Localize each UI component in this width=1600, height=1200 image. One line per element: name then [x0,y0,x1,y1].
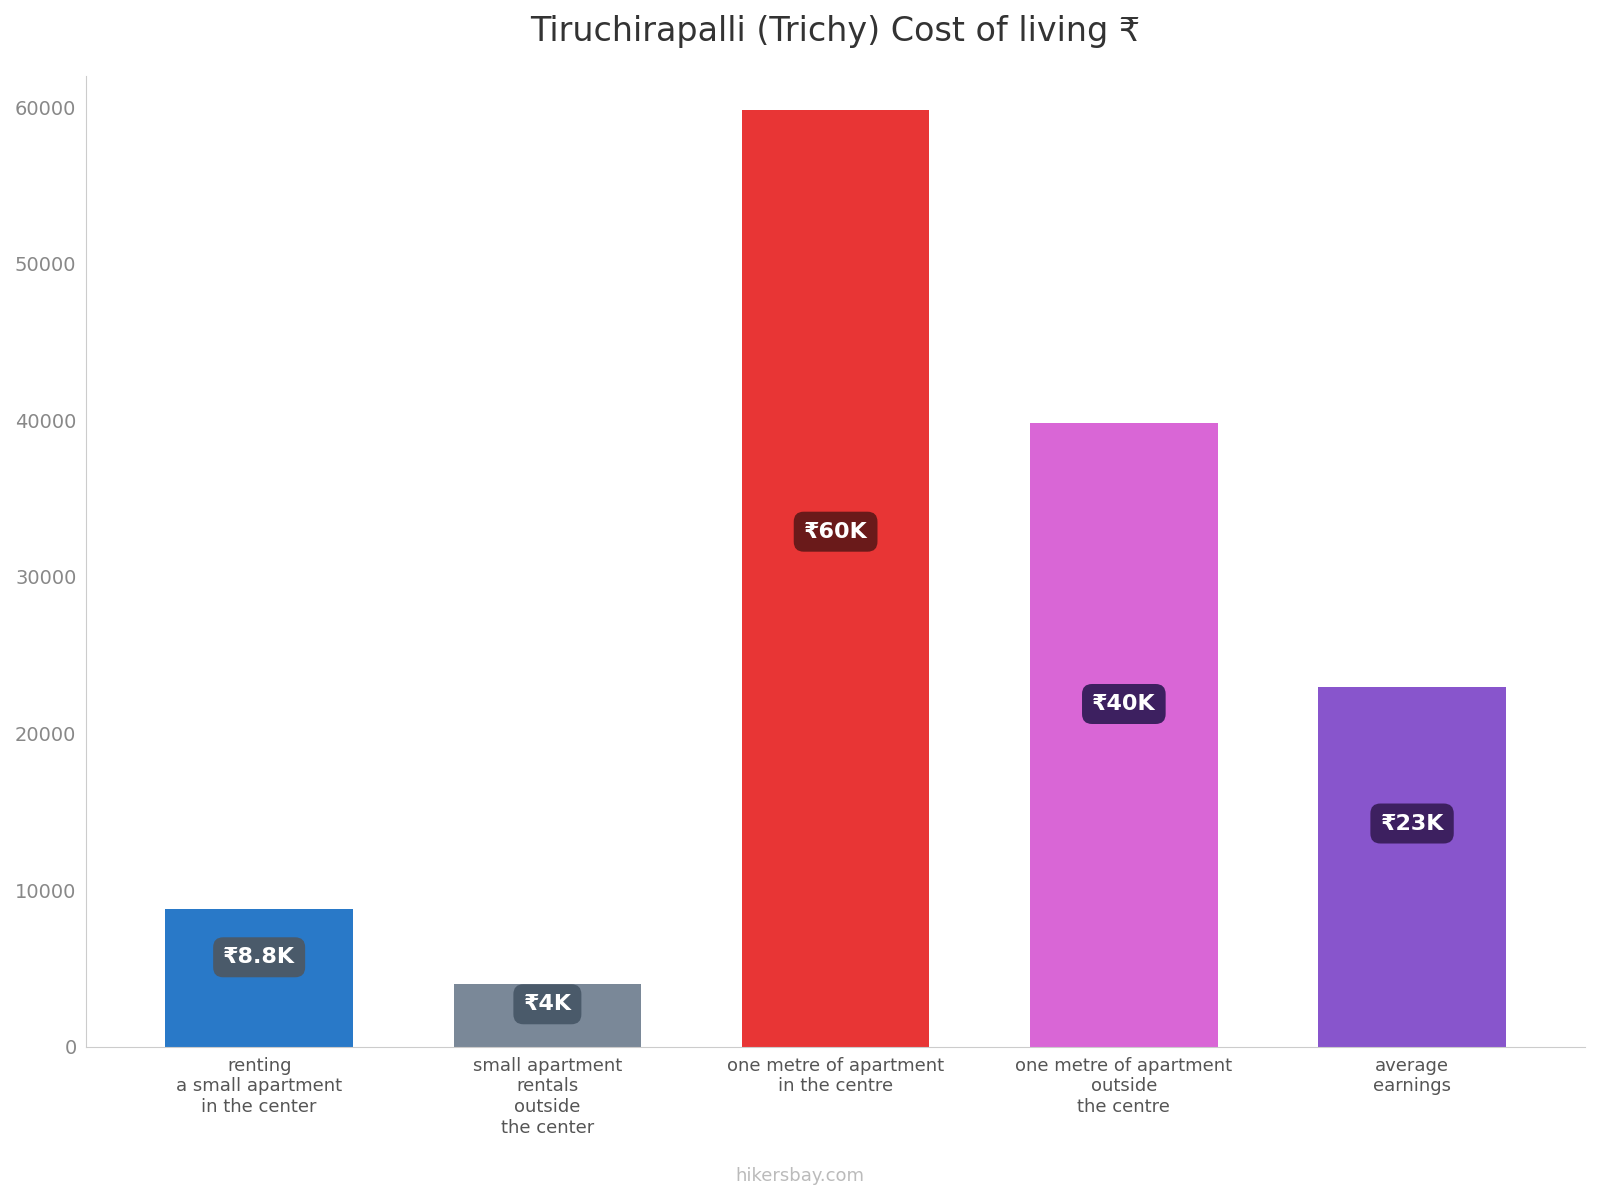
Text: ₹23K: ₹23K [1381,814,1443,834]
Bar [1030,424,1218,1046]
Text: ₹8.8K: ₹8.8K [222,947,294,967]
Text: ₹60K: ₹60K [803,522,867,541]
Text: hikersbay.com: hikersbay.com [736,1166,864,1186]
Bar [1318,686,1506,1046]
Title: Tiruchirapalli (Trichy) Cost of living ₹: Tiruchirapalli (Trichy) Cost of living ₹ [531,14,1141,48]
Text: ₹4K: ₹4K [523,995,571,1014]
Bar [165,910,354,1046]
Text: ₹40K: ₹40K [1093,694,1155,714]
Bar [742,110,930,1046]
Bar [454,984,642,1046]
